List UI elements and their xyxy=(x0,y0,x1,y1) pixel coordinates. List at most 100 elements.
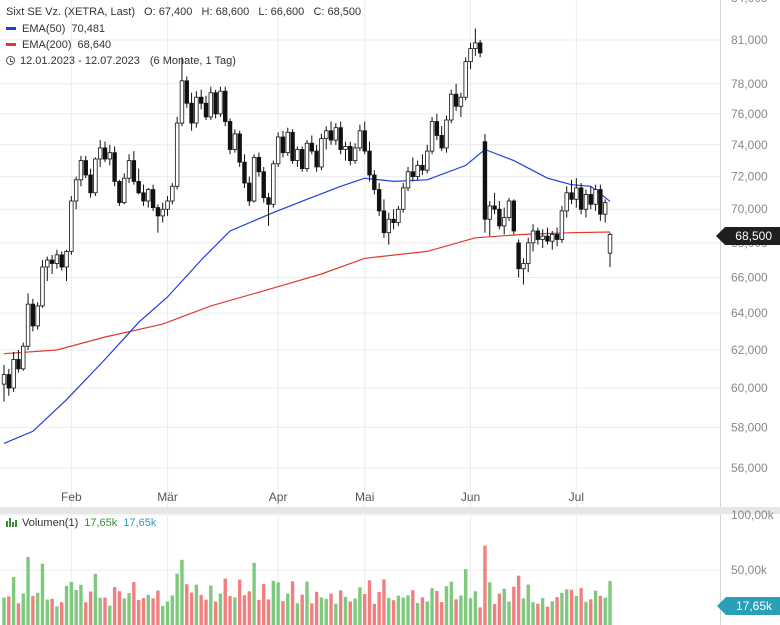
candle xyxy=(213,89,218,119)
volume-bar xyxy=(74,589,78,625)
candle xyxy=(333,123,339,145)
candle-body xyxy=(477,42,483,54)
candle-body xyxy=(227,121,233,150)
volume-bar xyxy=(603,597,607,625)
instrument-header: Sixt SE Vz. (XETRA, Last) O: 67,400 H: 6… xyxy=(6,6,361,18)
candle-body xyxy=(299,149,305,169)
volume-bar xyxy=(396,595,401,625)
candle xyxy=(30,298,36,332)
volume-bar xyxy=(2,597,6,625)
volume-bar xyxy=(343,596,348,625)
candle xyxy=(223,86,228,127)
candle xyxy=(511,199,517,235)
volume-value-2: 17,65k xyxy=(123,517,157,529)
candle xyxy=(83,155,88,179)
price-tick-label: 78,000 xyxy=(731,77,768,91)
volume-bar xyxy=(136,599,141,625)
volume-bar xyxy=(310,603,314,625)
candle-body xyxy=(497,208,502,227)
candle xyxy=(598,184,603,221)
candles xyxy=(1,28,613,402)
candle-body xyxy=(232,133,238,150)
volume-label: Volumen(1) xyxy=(22,517,79,529)
candle-body xyxy=(54,254,60,264)
volume-bar xyxy=(262,584,266,625)
candle xyxy=(73,176,79,210)
candle xyxy=(290,129,295,164)
time-tick-label: Jun xyxy=(461,490,480,504)
candle xyxy=(497,200,502,230)
time-tick-label: Apr xyxy=(269,490,288,504)
candle-body xyxy=(550,233,555,242)
candle-body xyxy=(69,200,74,252)
volume-bar xyxy=(492,603,497,625)
candle xyxy=(208,86,214,121)
volume-bar xyxy=(516,575,521,625)
volume-bar xyxy=(26,556,30,625)
price-tick-label: 56,000 xyxy=(731,461,768,475)
candle-body xyxy=(25,303,31,347)
candle xyxy=(6,368,12,396)
candle xyxy=(198,89,204,110)
volume-bar xyxy=(98,597,102,625)
candle xyxy=(203,95,209,121)
volume-bar xyxy=(209,585,213,625)
volume-bar xyxy=(540,598,545,625)
candle xyxy=(487,200,492,237)
candle-body xyxy=(449,93,454,121)
candle xyxy=(112,146,117,187)
candle xyxy=(117,179,122,206)
volume-bar xyxy=(598,595,603,625)
candle-body xyxy=(559,210,565,240)
candle-body xyxy=(468,48,473,63)
volume-bar xyxy=(93,573,98,625)
candle-body xyxy=(400,187,406,210)
volume-bar xyxy=(454,599,458,625)
candle-body xyxy=(521,263,526,270)
volume-bar xyxy=(60,602,64,625)
candle xyxy=(122,173,127,205)
candle-body xyxy=(367,150,372,176)
candle xyxy=(324,126,329,150)
volume-bar xyxy=(401,597,405,625)
candle-body xyxy=(607,233,613,254)
candle xyxy=(367,141,372,182)
ema200-path xyxy=(3,231,611,355)
candle xyxy=(97,140,103,167)
candle-body xyxy=(78,160,84,181)
candle xyxy=(429,116,435,155)
volume-bar xyxy=(185,584,189,625)
candle xyxy=(194,91,199,128)
price-tick-label: 62,000 xyxy=(731,343,768,357)
candle-body xyxy=(155,207,161,217)
candle xyxy=(526,237,531,273)
volume-bar xyxy=(536,603,540,625)
candle xyxy=(179,57,185,127)
volume-bar xyxy=(127,593,131,625)
volume-bar xyxy=(391,600,396,625)
price-tick-label: 84,000 xyxy=(731,0,768,5)
candle-body xyxy=(352,147,358,161)
candle xyxy=(266,192,271,226)
candle xyxy=(165,196,170,216)
volume-bar xyxy=(242,595,247,625)
price-tick-label: 74,000 xyxy=(731,138,768,152)
volume-bar xyxy=(175,573,179,625)
candle-body xyxy=(540,235,545,240)
volume-bar xyxy=(415,603,420,625)
candle-body xyxy=(381,210,387,234)
candle-body xyxy=(415,164,420,177)
candle xyxy=(247,176,252,206)
candle xyxy=(64,249,69,281)
volume-bar xyxy=(252,562,256,625)
candle xyxy=(453,83,459,111)
price-tick-label: 60,000 xyxy=(731,381,768,395)
candle-body xyxy=(583,194,589,210)
candle xyxy=(328,121,334,145)
volume-bar xyxy=(108,605,112,625)
candle xyxy=(420,154,425,175)
volume-bar xyxy=(584,601,588,625)
candle xyxy=(45,256,50,281)
price-tick-label: 66,000 xyxy=(731,270,768,284)
